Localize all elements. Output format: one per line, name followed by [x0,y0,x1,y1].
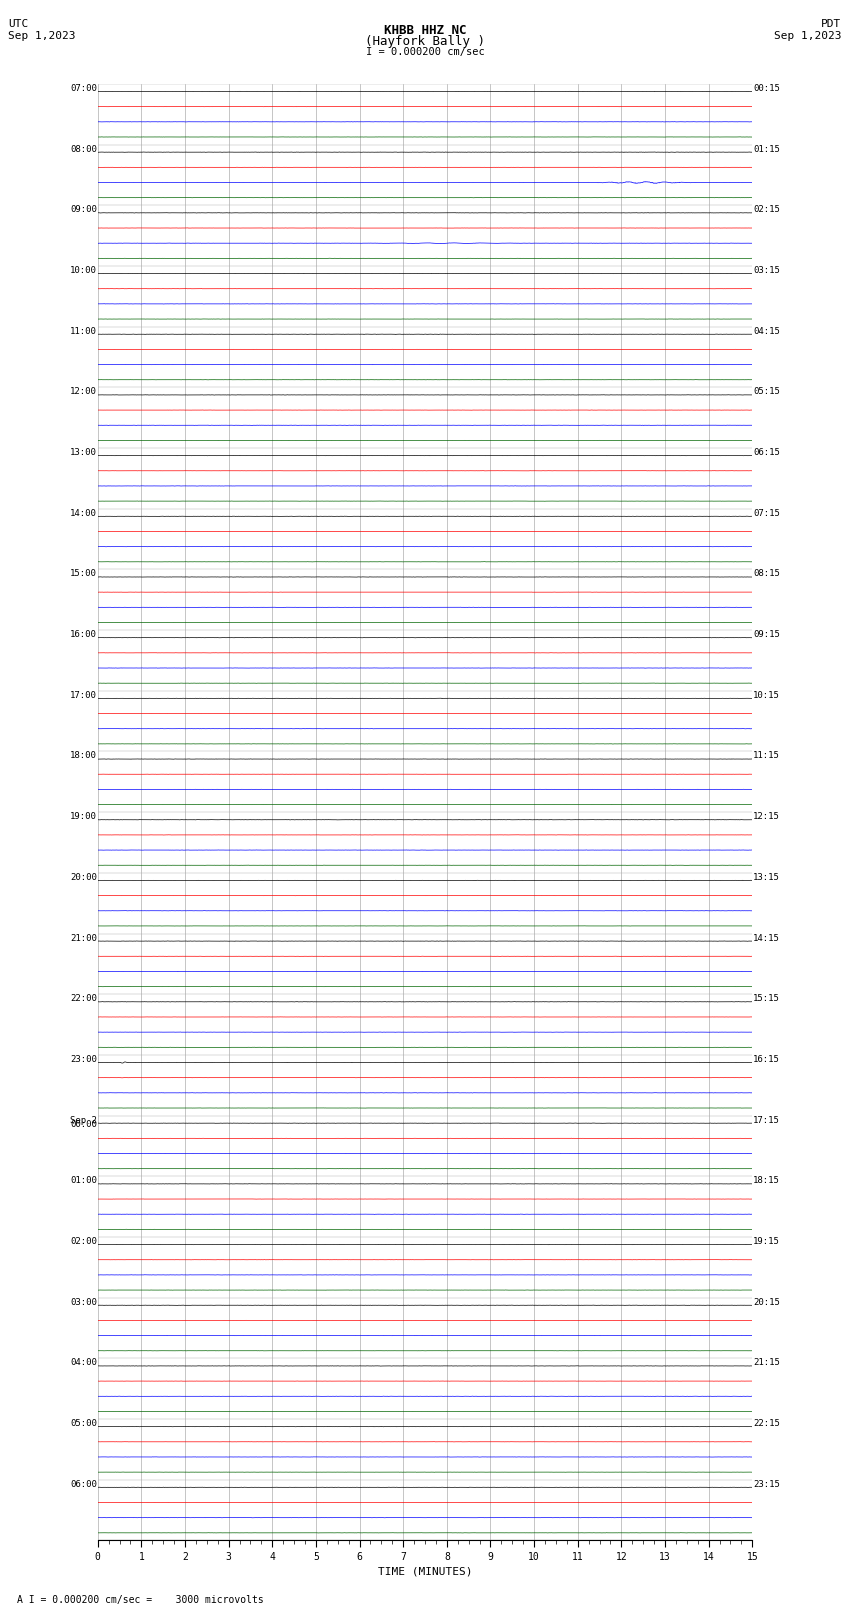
Text: (Hayfork Bally ): (Hayfork Bally ) [365,35,485,48]
Text: 20:00: 20:00 [71,873,97,882]
Text: 03:00: 03:00 [71,1297,97,1307]
Text: 16:00: 16:00 [71,631,97,639]
Text: 19:00: 19:00 [71,813,97,821]
Text: 22:15: 22:15 [753,1419,779,1428]
Text: 16:15: 16:15 [753,1055,779,1065]
Text: Sep 1,2023: Sep 1,2023 [8,31,76,40]
Text: 05:00: 05:00 [71,1419,97,1428]
Text: 02:00: 02:00 [71,1237,97,1245]
Text: 13:15: 13:15 [753,873,779,882]
Text: Sep 1,2023: Sep 1,2023 [774,31,842,40]
Text: 10:15: 10:15 [753,690,779,700]
Text: 14:00: 14:00 [71,508,97,518]
Text: 03:15: 03:15 [753,266,779,274]
Text: I = 0.000200 cm/sec: I = 0.000200 cm/sec [366,47,484,56]
Text: 13:00: 13:00 [71,448,97,456]
Text: 14:15: 14:15 [753,934,779,942]
Text: 15:15: 15:15 [753,994,779,1003]
Text: 09:00: 09:00 [71,205,97,215]
Text: 04:15: 04:15 [753,326,779,336]
Text: 12:00: 12:00 [71,387,97,397]
Text: 18:15: 18:15 [753,1176,779,1186]
Text: 19:15: 19:15 [753,1237,779,1245]
Text: 08:00: 08:00 [71,145,97,153]
Text: 01:00: 01:00 [71,1176,97,1186]
Text: PDT: PDT [821,19,842,29]
Text: 11:00: 11:00 [71,326,97,336]
Text: 00:15: 00:15 [753,84,779,94]
Text: Sep 2: Sep 2 [71,1116,97,1124]
Text: 05:15: 05:15 [753,387,779,397]
Text: 17:15: 17:15 [753,1116,779,1124]
Text: 21:15: 21:15 [753,1358,779,1368]
Text: 02:15: 02:15 [753,205,779,215]
Text: 01:15: 01:15 [753,145,779,153]
Text: 07:00: 07:00 [71,84,97,94]
Text: 11:15: 11:15 [753,752,779,760]
Text: 04:00: 04:00 [71,1358,97,1368]
Text: 21:00: 21:00 [71,934,97,942]
X-axis label: TIME (MINUTES): TIME (MINUTES) [377,1566,473,1576]
Text: 20:15: 20:15 [753,1297,779,1307]
Text: 23:15: 23:15 [753,1479,779,1489]
Text: UTC: UTC [8,19,29,29]
Text: 08:15: 08:15 [753,569,779,579]
Text: 07:15: 07:15 [753,508,779,518]
Text: 15:00: 15:00 [71,569,97,579]
Text: KHBB HHZ NC: KHBB HHZ NC [383,24,467,37]
Text: 00:00: 00:00 [71,1119,97,1129]
Text: 12:15: 12:15 [753,813,779,821]
Text: 06:15: 06:15 [753,448,779,456]
Text: A I = 0.000200 cm/sec =    3000 microvolts: A I = 0.000200 cm/sec = 3000 microvolts [17,1595,264,1605]
Text: 22:00: 22:00 [71,994,97,1003]
Text: 09:15: 09:15 [753,631,779,639]
Text: 17:00: 17:00 [71,690,97,700]
Text: 06:00: 06:00 [71,1479,97,1489]
Text: 18:00: 18:00 [71,752,97,760]
Text: 23:00: 23:00 [71,1055,97,1065]
Text: 10:00: 10:00 [71,266,97,274]
